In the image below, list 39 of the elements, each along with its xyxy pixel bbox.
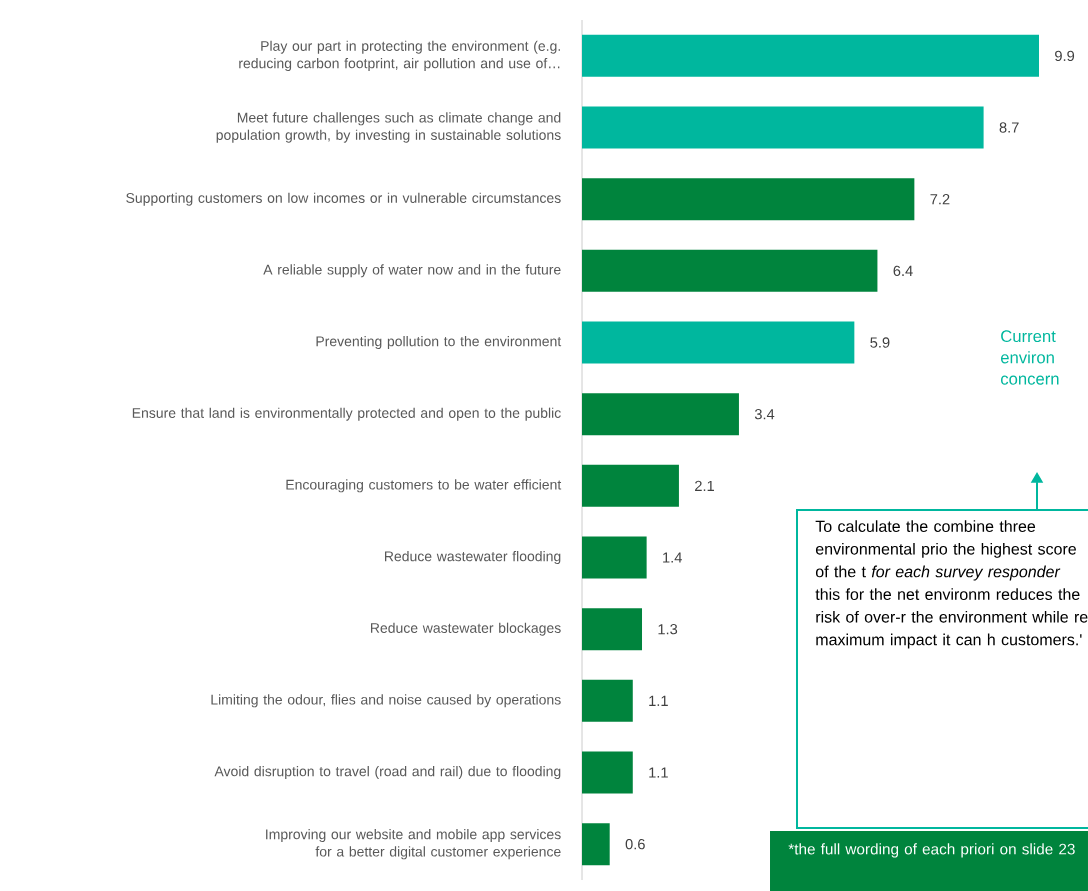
y-tick-label: A reliable supply of water now and in the future bbox=[263, 264, 561, 278]
y-tick-label: Play our part in protecting the environment (e.g. reducing carbon footprint, air pollution and use of… bbox=[239, 40, 560, 72]
bar bbox=[582, 608, 643, 651]
bar bbox=[582, 751, 633, 794]
data-label: 8.7 bbox=[999, 122, 1019, 133]
data-label: 3.4 bbox=[754, 409, 775, 420]
y-tick-label: Ensure that land is environmentally protected and open to the public bbox=[132, 407, 561, 421]
y-tick-label: Meet future challenges such as climate change and population growth, by investing in sustainable solutions bbox=[216, 112, 561, 143]
y-tick-label: Supporting customers on low incomes or in vulnerable circumstances bbox=[126, 192, 561, 206]
data-label: 0.6 bbox=[625, 839, 645, 850]
data-label: 9.9 bbox=[1055, 50, 1075, 62]
y-tick-label: Improving our website and mobile app services for a better digital customer experience bbox=[266, 828, 561, 860]
bar bbox=[582, 536, 647, 579]
bar bbox=[582, 321, 855, 364]
data-label: 1.4 bbox=[663, 552, 682, 563]
y-tick-label: Preventing pollution to the environment bbox=[316, 335, 562, 350]
annotation: *the full wording of each priori on slide 23 bbox=[788, 843, 1075, 858]
data-label: 1.1 bbox=[649, 695, 668, 706]
bar bbox=[582, 178, 915, 221]
data-label: 7.2 bbox=[930, 194, 950, 205]
y-tick-label: Encouraging customers to be water efficient bbox=[286, 479, 562, 493]
data-label: 1.1 bbox=[649, 767, 668, 778]
bar bbox=[582, 34, 1039, 77]
data-label: 2.1 bbox=[695, 480, 714, 491]
annotation: To calculate the combine three environmental prio the highest score of the t for each survey responder this for the net environm reduces the risk of over-r the environment while re maximum impact it can h customers.' bbox=[815, 520, 1088, 649]
data-label: 6.4 bbox=[893, 265, 913, 277]
bar bbox=[582, 393, 739, 436]
annotation: Current environ concern bbox=[1000, 330, 1059, 385]
bar bbox=[582, 249, 878, 292]
bar bbox=[582, 464, 679, 507]
bar bbox=[582, 679, 633, 722]
y-tick-label: Limiting the odour, flies and noise caused by operations bbox=[211, 694, 561, 708]
y-tick-label: Avoid disruption to travel (road and rail) due to flooding bbox=[214, 765, 561, 780]
y-tick-label: Reduce wastewater blockages bbox=[371, 622, 561, 636]
data-label: 1.3 bbox=[658, 624, 678, 635]
bar bbox=[582, 823, 610, 866]
y-tick-label: Reduce wastewater flooding bbox=[385, 550, 561, 565]
bar bbox=[582, 106, 984, 149]
data-label: 5.9 bbox=[870, 337, 890, 348]
